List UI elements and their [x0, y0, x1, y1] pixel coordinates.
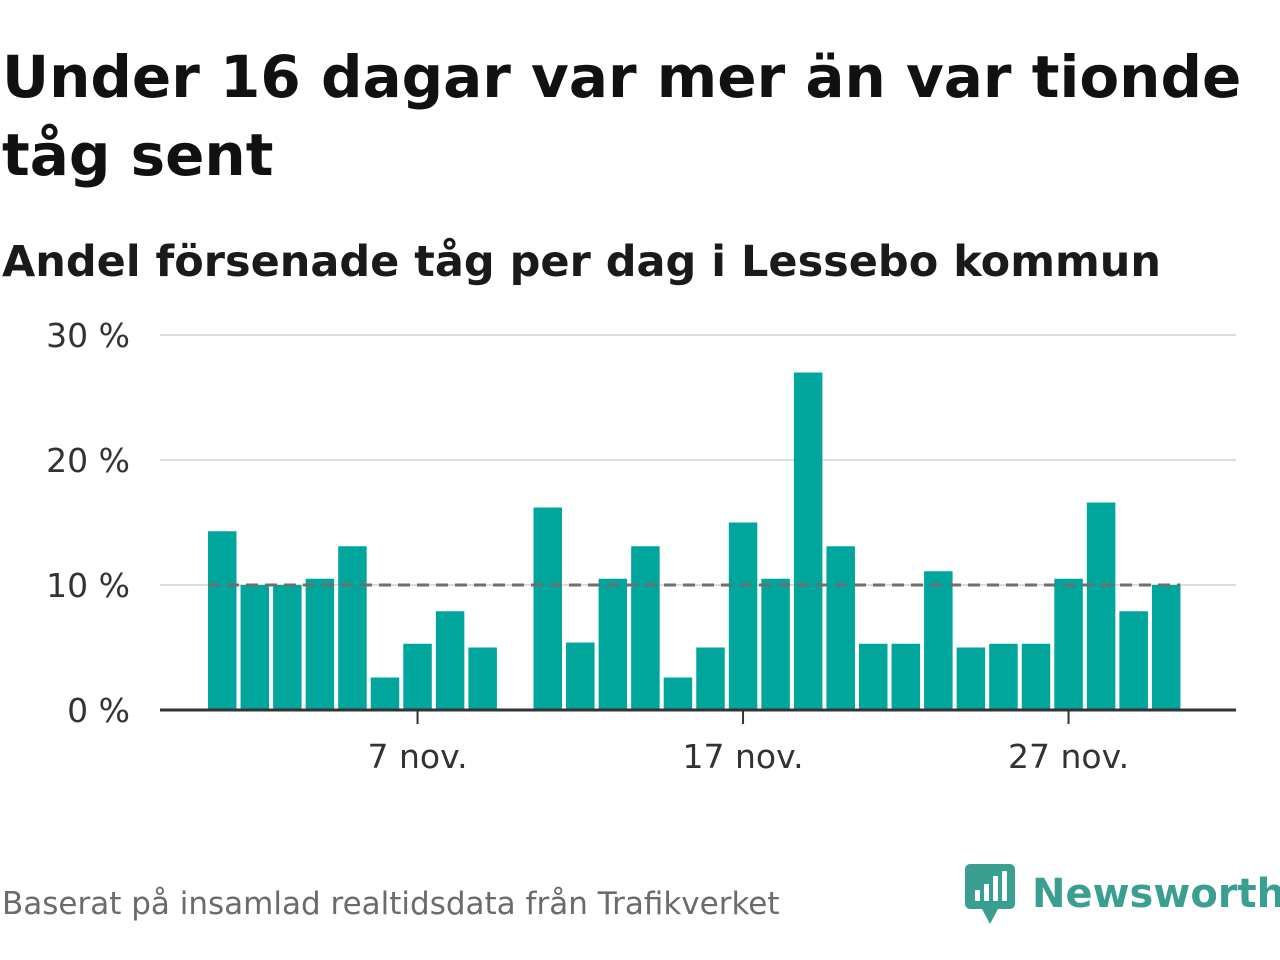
bar: [631, 546, 660, 710]
y-tick-label: 20 %: [46, 441, 130, 480]
source-note: Baserat på insamlad realtidsdata från Tr…: [2, 886, 780, 922]
bar: [989, 643, 1018, 710]
bar: [696, 647, 725, 710]
bar: [370, 677, 400, 710]
bar: [435, 611, 465, 710]
x-tick-label: 27 nov.: [1008, 737, 1129, 776]
chart-title: Under 16 dagar var mer än var tionde tåg…: [2, 43, 1242, 189]
bar: [208, 531, 237, 710]
bar: [1086, 502, 1116, 710]
bar: [1021, 643, 1051, 710]
bar: [598, 578, 628, 710]
grid-lines: [160, 334, 1236, 586]
bar: [533, 507, 562, 710]
bar: [566, 642, 595, 710]
bar: [663, 677, 693, 710]
x-tick-label: 17 nov.: [683, 737, 804, 776]
bar: [728, 522, 758, 710]
y-axis-labels: 0 % 10 % 20 % 30 %: [46, 316, 130, 730]
bar: [468, 647, 497, 710]
bar: [924, 571, 953, 710]
chart-subtitle: Andel försenade tåg per dag i Lessebo ko…: [2, 237, 1162, 287]
bar: [826, 546, 855, 710]
bar: [891, 643, 921, 710]
bar: [338, 546, 367, 710]
bar: [1151, 585, 1181, 710]
bar: [1119, 611, 1148, 710]
y-tick-label: 10 %: [46, 566, 130, 605]
bar: [273, 585, 302, 710]
brand-logo: Newsworthy: [964, 862, 1280, 926]
newsworthy-logo-icon: [965, 864, 1015, 924]
bar: [859, 643, 888, 710]
bar: [403, 643, 432, 710]
y-tick-label: 30 %: [46, 316, 130, 355]
x-tick-label: 7 nov.: [368, 737, 468, 776]
bar: [956, 647, 986, 710]
bar-chart: 0 % 10 % 20 % 30 % 7 nov. 17 nov. 27 nov.: [46, 316, 1236, 776]
bar: [305, 578, 335, 710]
y-tick-label: 0 %: [67, 691, 130, 730]
bar: [793, 372, 823, 710]
x-axis: 7 nov. 17 nov. 27 nov.: [160, 708, 1236, 776]
bar: [1054, 578, 1083, 710]
brand-name: Newsworthy: [1032, 871, 1280, 917]
bars: [208, 372, 1181, 710]
bar: [761, 578, 790, 710]
bar: [240, 585, 270, 710]
